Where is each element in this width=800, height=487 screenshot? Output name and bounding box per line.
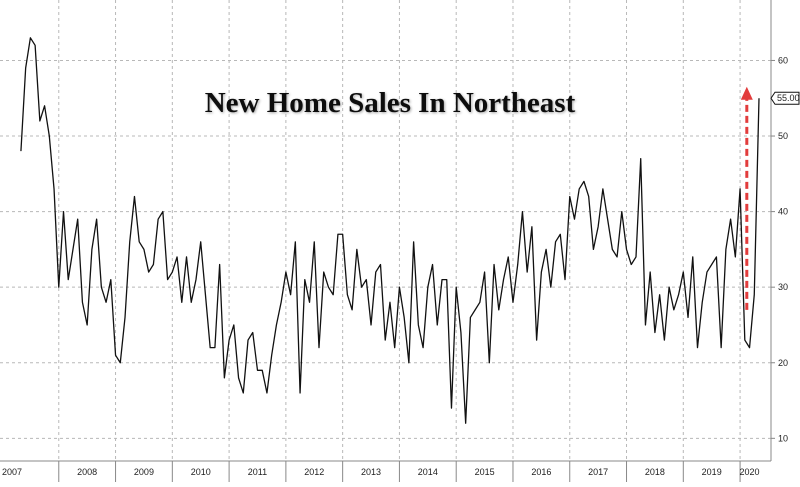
last-value-text: 55.00 <box>777 93 800 103</box>
x-tick-label: 2012 <box>304 467 324 477</box>
x-tick-label: 2017 <box>588 467 608 477</box>
x-tick-label: 2020 <box>740 467 760 477</box>
last-value-label: 55.00 <box>770 91 800 105</box>
chart-title: New Home Sales In Northeast <box>205 87 576 119</box>
x-tick-label: 2018 <box>645 467 665 477</box>
x-tick-label: 2013 <box>361 467 381 477</box>
y-tick-label: 10 <box>778 433 788 443</box>
x-tick-label: 2008 <box>77 467 97 477</box>
y-tick-label: 60 <box>778 55 788 65</box>
y-tick-label: 30 <box>778 282 788 292</box>
annotation-layer <box>740 86 753 310</box>
series-layer <box>20 37 760 424</box>
x-tick-label: 2016 <box>531 467 551 477</box>
arrow-head <box>740 86 753 100</box>
x-tick-label: 2015 <box>475 467 495 477</box>
y-tick-label: 50 <box>778 131 788 141</box>
y-tick-label: 40 <box>778 207 788 217</box>
x-tick-label: 2019 <box>702 467 722 477</box>
x-tick-label: 2011 <box>248 467 267 477</box>
x-tick-label: 2007 <box>2 467 22 477</box>
series-line <box>20 37 760 424</box>
x-tick-label: 2009 <box>134 467 154 477</box>
y-tick-label: 20 <box>778 358 788 368</box>
grid <box>0 0 771 461</box>
x-tick-label: 2010 <box>191 467 211 477</box>
x-tick-label: 2014 <box>418 467 438 477</box>
